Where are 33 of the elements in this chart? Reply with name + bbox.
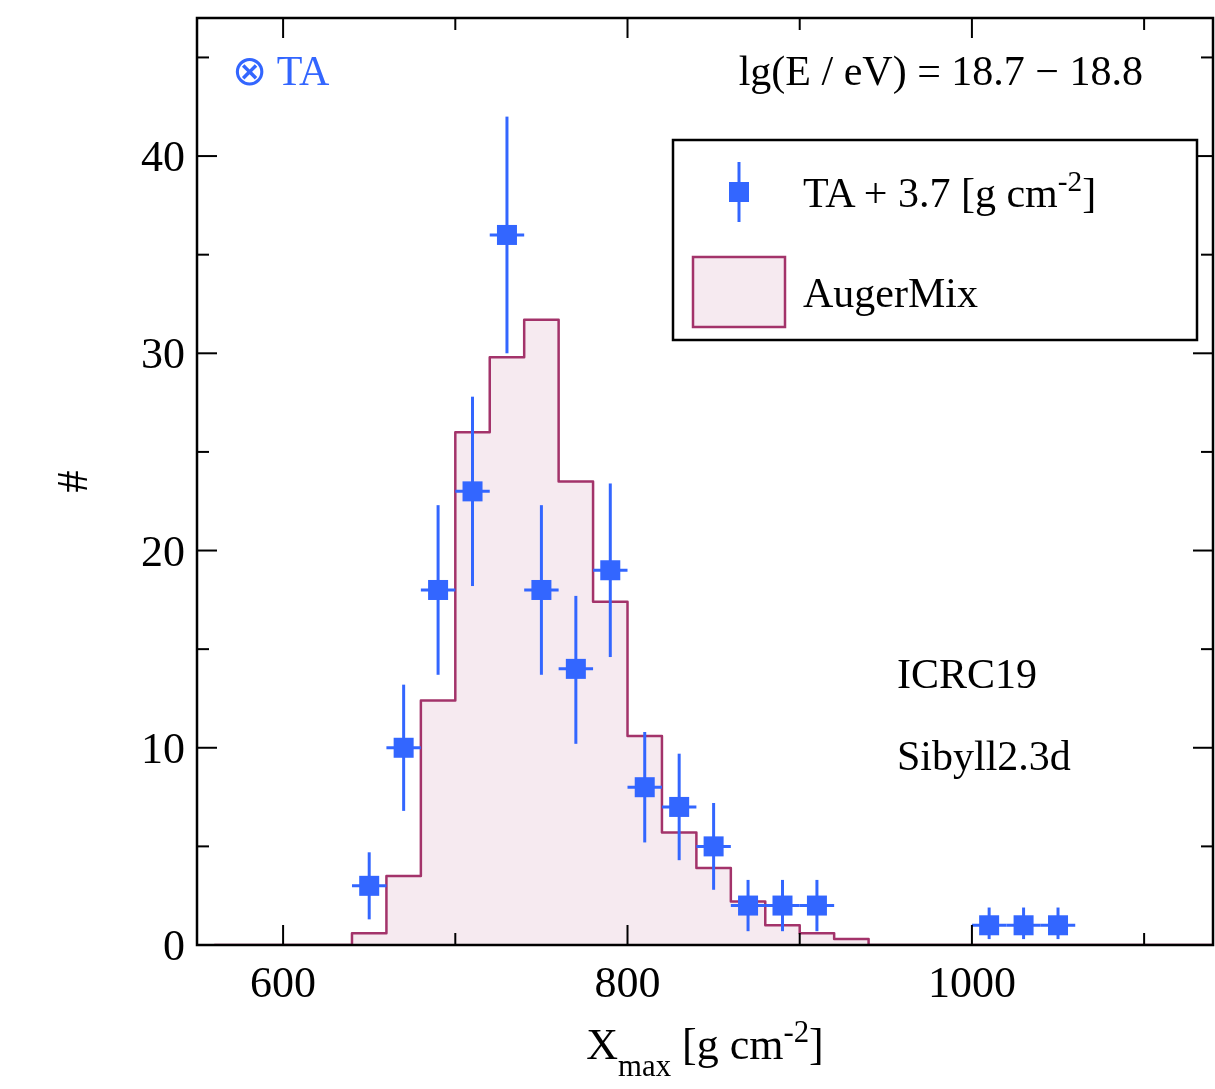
legend-label: AugerMix xyxy=(803,270,978,316)
point xyxy=(462,481,483,502)
annotation: ICRC19 xyxy=(897,651,1038,697)
x-tick-label: 1000 xyxy=(927,958,1016,1007)
point xyxy=(703,836,724,857)
point xyxy=(738,895,759,916)
y-axis-title: # xyxy=(48,470,97,493)
point xyxy=(565,658,586,679)
point xyxy=(600,560,621,581)
annotation: ⊗ TA xyxy=(232,48,331,94)
y-tick-label: 40 xyxy=(141,132,185,182)
y-tick-label: 30 xyxy=(141,329,185,379)
point xyxy=(806,895,827,916)
point xyxy=(531,579,552,600)
point xyxy=(979,915,1000,936)
x-tick-label: 600 xyxy=(250,958,317,1007)
point xyxy=(393,737,414,758)
point xyxy=(634,777,655,798)
annotation: Sibyll2.3d xyxy=(897,733,1071,779)
point xyxy=(1013,915,1034,936)
point xyxy=(669,796,690,817)
x-axis-title: X$_{max}$ [g cm$^{-2}$] xyxy=(586,1015,824,1083)
point xyxy=(496,224,517,245)
point xyxy=(772,895,793,916)
point xyxy=(1048,915,1069,936)
point xyxy=(359,875,380,896)
legend-label: TA + 3.7 [g cm$^{-2}$] xyxy=(803,165,1097,216)
y-tick-label: 20 xyxy=(141,526,185,576)
point xyxy=(428,579,449,600)
x-tick-label: 800 xyxy=(594,958,661,1007)
annotation: lg(E / eV) = 18.7 − 18.8 xyxy=(738,48,1143,95)
y-tick-label: 0 xyxy=(163,921,185,970)
y-tick-label: 10 xyxy=(141,723,185,773)
